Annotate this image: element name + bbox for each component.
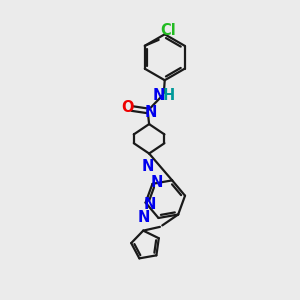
- Text: H: H: [163, 88, 175, 103]
- Text: N: N: [137, 210, 150, 225]
- Text: N: N: [153, 88, 165, 103]
- Text: N: N: [144, 196, 157, 211]
- Text: N: N: [142, 158, 154, 173]
- Text: N: N: [151, 175, 163, 190]
- Text: Cl: Cl: [161, 23, 176, 38]
- Text: O: O: [121, 100, 133, 115]
- Text: N: N: [144, 105, 157, 120]
